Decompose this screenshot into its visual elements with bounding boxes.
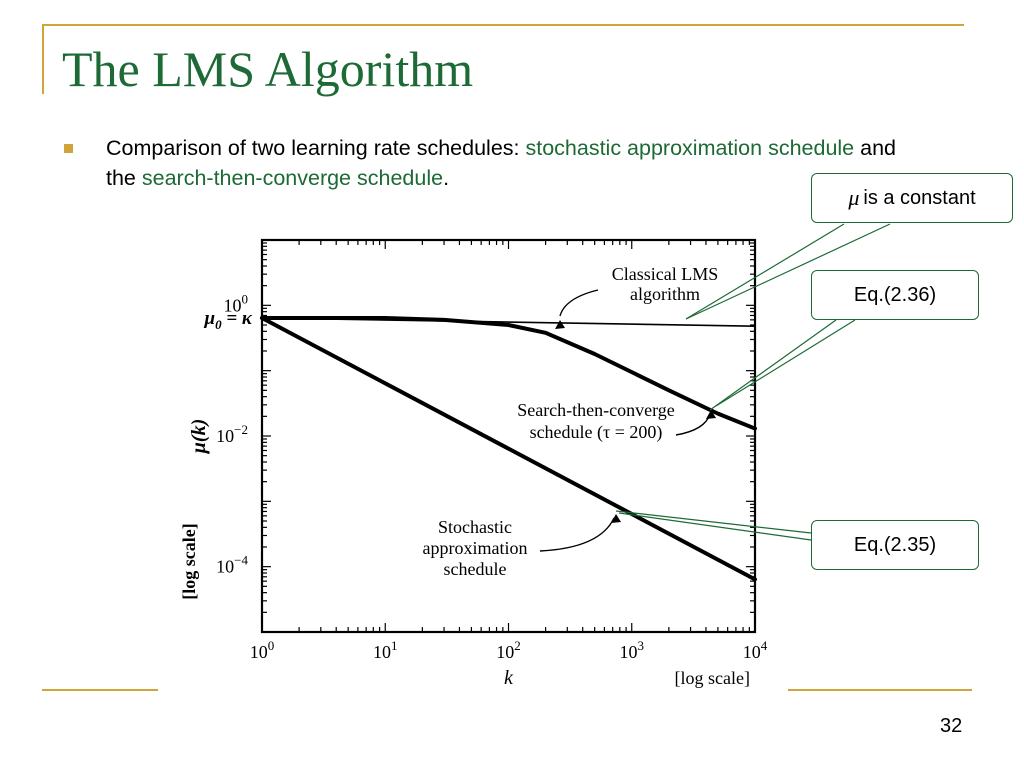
callout-leader-line xyxy=(685,223,845,320)
pointer-arrowhead xyxy=(555,320,565,329)
mu0-kappa-label: μ0 = κ xyxy=(204,308,253,332)
label-classical-lms-line: algorithm xyxy=(630,284,700,304)
y-tick-label: 10−4 xyxy=(216,553,248,577)
bullet-text-part1: Comparison of two learning rate schedule… xyxy=(106,136,526,160)
label-stochastic-approximation-line: approximation xyxy=(423,538,528,558)
pointer-arrow xyxy=(559,289,599,317)
page-number: 32 xyxy=(940,715,963,737)
y-axis-label: μ(k) xyxy=(188,419,210,454)
x-tick-label: 103 xyxy=(620,638,645,662)
callout-eq-2-35-text: Eq.(2.35) xyxy=(853,533,937,556)
x-tick-label: 101 xyxy=(373,638,398,662)
callout-leader-line xyxy=(715,319,856,407)
callout-mu-text: is a constant xyxy=(863,186,976,209)
label-search-then-converge-line: schedule (τ = 200) xyxy=(530,422,663,443)
accent-line-left xyxy=(42,24,44,94)
pointer-arrowhead xyxy=(611,514,621,523)
accent-line-bottom-left xyxy=(42,689,158,691)
bullet-highlight-search-then-converge: search-then-converge schedule xyxy=(141,166,444,190)
callout-leader-line xyxy=(615,510,812,534)
x-axis-scale-note: [log scale] xyxy=(675,668,750,688)
callout-eq-2-36-text: Eq.(2.36) xyxy=(853,283,937,306)
label-stochastic-approximation-line: schedule xyxy=(444,559,507,579)
pointer-arrowhead xyxy=(706,410,716,419)
callout-eq-2-36: Eq.(2.36) xyxy=(811,270,979,320)
y-tick-label: 100 xyxy=(224,291,249,315)
pointer-arrow xyxy=(539,517,615,552)
mu-symbol: μ xyxy=(848,185,860,210)
label-stochastic-approximation-line: Stochastic xyxy=(438,517,512,537)
accent-line-top xyxy=(42,24,964,26)
bullet-text-part3: . xyxy=(443,166,450,190)
callout-eq-2-35: Eq.(2.35) xyxy=(811,520,979,570)
series-stochastic-approximation xyxy=(260,315,757,582)
accent-line-bottom-right xyxy=(788,689,972,691)
x-tick-label: 100 xyxy=(250,638,275,662)
slide-title: The LMS Algorithm xyxy=(62,41,474,97)
series-search-then-converge xyxy=(260,315,757,431)
callout-mu-constant: μ is a constant xyxy=(811,173,1013,223)
y-tick-label: 10−2 xyxy=(216,422,248,446)
label-classical-lms-line: Classical LMS xyxy=(612,264,719,284)
y-axis-scale-note: [log scale] xyxy=(179,523,199,599)
bullet-text-part2: and the xyxy=(106,136,896,190)
bullet-square-icon xyxy=(64,144,73,153)
callout-leader-line xyxy=(685,223,891,320)
pointer-arrow xyxy=(675,413,711,436)
x-axis-label: k xyxy=(504,667,514,689)
bullet-highlight-stochastic: stochastic approximation schedule xyxy=(525,136,855,160)
bullet-text: Comparison of two learning rate schedule… xyxy=(106,133,906,193)
label-search-then-converge-line: Search-then-converge xyxy=(517,400,675,420)
callout-leader-line xyxy=(618,512,812,541)
x-tick-label: 104 xyxy=(743,638,768,662)
x-tick-label: 102 xyxy=(496,638,521,662)
callout-leader-line xyxy=(709,319,837,411)
